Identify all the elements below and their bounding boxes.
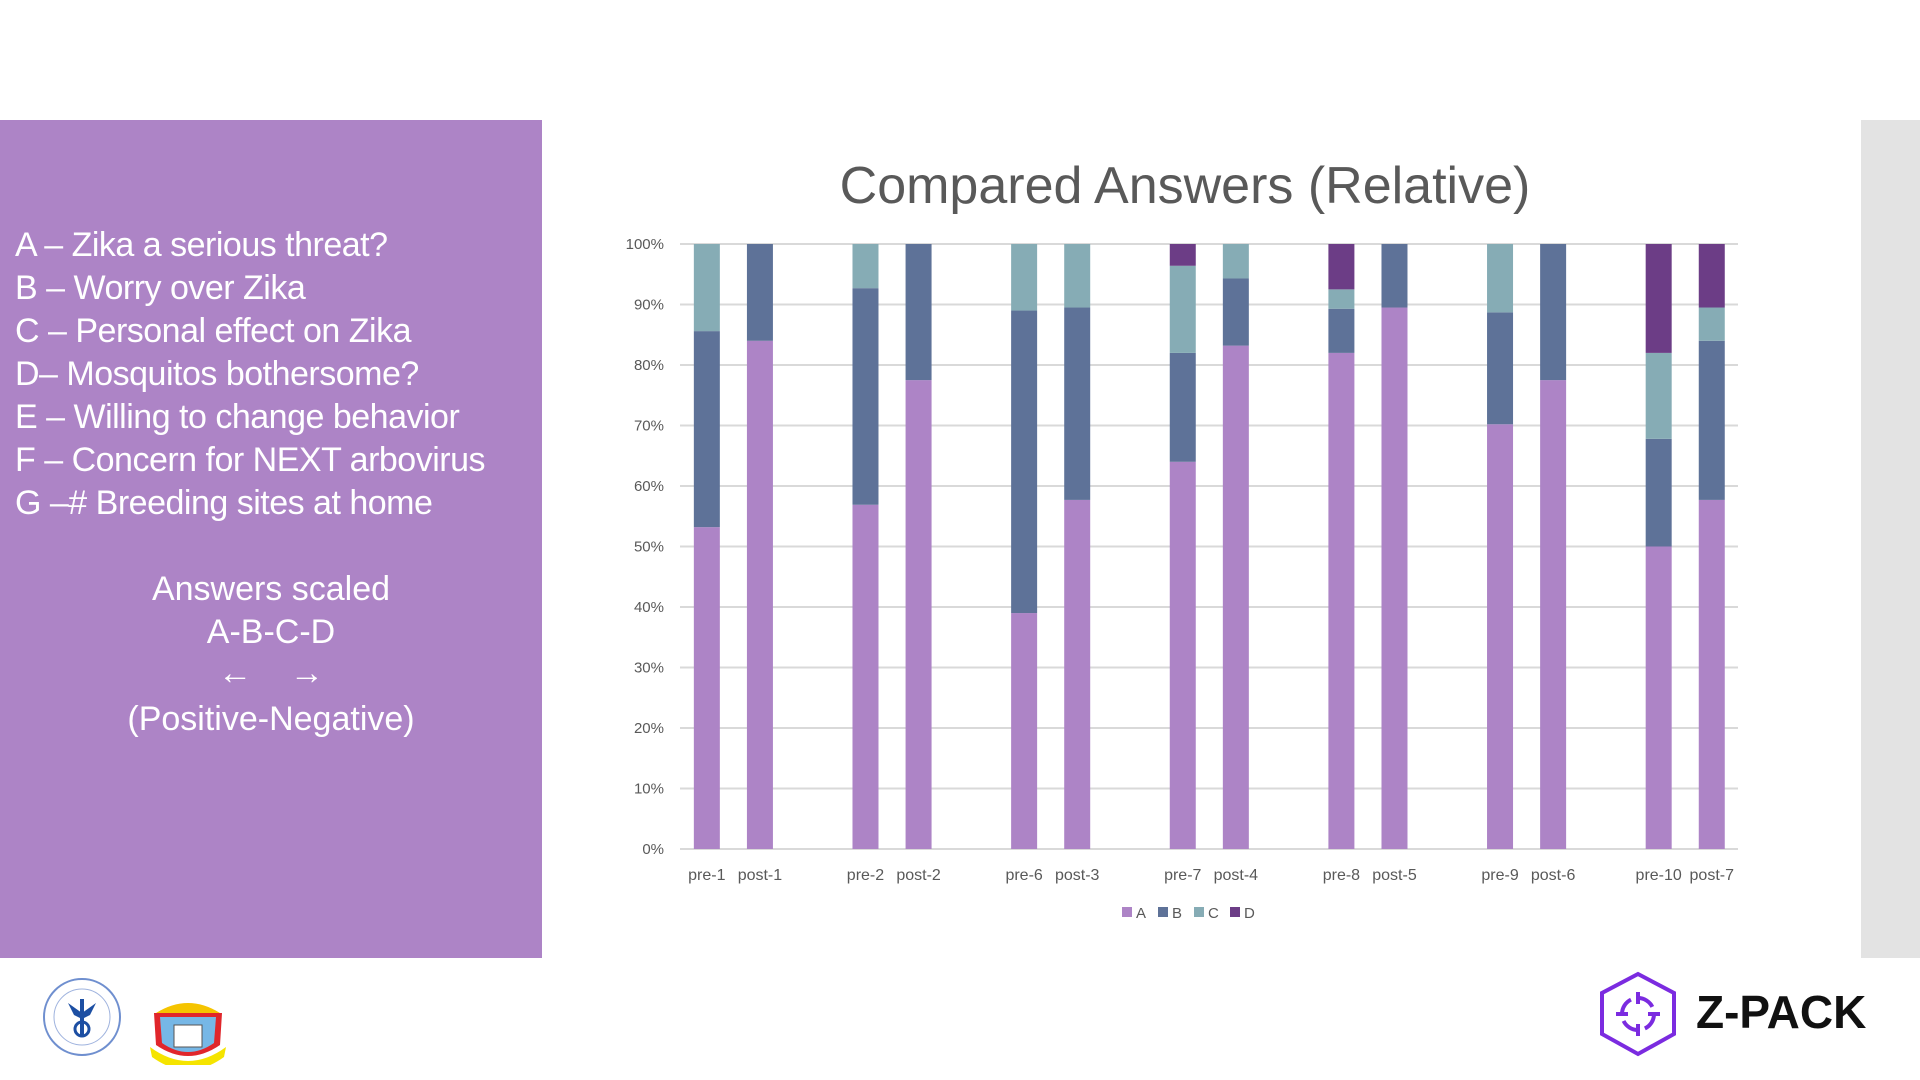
bar-segment-B-post-2: [905, 244, 932, 381]
chart-title: Compared Answers (Relative): [840, 157, 1531, 215]
legend-label: B: [1172, 905, 1182, 922]
scale-letters: A-B-C-D: [206, 613, 336, 651]
x-tick-label: pre-6: [1005, 867, 1042, 884]
y-tick-label: 0%: [642, 841, 664, 858]
bar-segment-D-pre-7: [1169, 244, 1196, 266]
bar-segment-B-pre-8: [1328, 308, 1355, 353]
bar-segment-A-pre-1: [693, 527, 720, 849]
bar-segment-A-pre-7: [1169, 461, 1196, 849]
x-tick-label: post-6: [1531, 867, 1576, 884]
scale-title: Answers scaled: [151, 570, 391, 608]
bar-segment-C-pre-6: [1011, 244, 1038, 311]
bar-segment-A-pre-2: [852, 504, 879, 849]
y-tick-label: 10%: [634, 781, 664, 798]
bar-segment-B-post-7: [1698, 340, 1725, 500]
legend-swatch-B: [1158, 907, 1168, 917]
bar-segment-B-pre-10: [1645, 438, 1672, 547]
bar-segment-C-pre-8: [1328, 289, 1355, 309]
y-tick-label: 20%: [634, 720, 664, 737]
bar-segment-C-pre-10: [1645, 352, 1672, 439]
question-d: D– Mosquitos bothersome?: [15, 355, 419, 393]
bar-segment-A-post-1: [746, 340, 773, 849]
bar-segment-C-pre-9: [1487, 244, 1514, 313]
x-tick-label: pre-1: [688, 867, 725, 884]
legend-label: D: [1244, 905, 1255, 922]
legend-swatch-D: [1230, 907, 1240, 917]
x-tick-label: post-2: [896, 867, 941, 884]
scale-note: (Positive-Negative): [127, 700, 415, 738]
bar-segment-B-post-4: [1222, 278, 1249, 346]
bar-segment-C-pre-2: [852, 244, 879, 289]
bar-segment-C-pre-7: [1169, 265, 1196, 353]
bar-segment-B-post-1: [746, 244, 773, 341]
bar-segment-B-pre-2: [852, 288, 879, 505]
question-f: F – Concern for NEXT arbovirus: [15, 441, 486, 479]
question-a: A – Zika a serious threat?: [15, 226, 388, 264]
x-tick-label: post-1: [738, 867, 783, 884]
bar-segment-C-post-3: [1064, 244, 1091, 308]
bar-segment-A-post-2: [905, 380, 932, 849]
bar-segment-B-pre-9: [1487, 312, 1514, 425]
bar-segment-A-post-5: [1381, 307, 1408, 849]
bar-segment-B-post-3: [1064, 307, 1091, 500]
legend-swatch-A: [1122, 907, 1132, 917]
bar-segment-A-pre-9: [1487, 424, 1514, 849]
x-tick-label: pre-8: [1323, 867, 1360, 884]
legend-panel: A – Zika a serious threat? B – Worry ove…: [0, 120, 542, 958]
x-tick-label: pre-2: [847, 867, 884, 884]
y-tick-label: 60%: [634, 478, 664, 495]
bar-segment-C-pre-1: [693, 244, 720, 332]
bar-segment-A-post-3: [1064, 499, 1091, 849]
bar-segment-A-pre-6: [1011, 613, 1038, 849]
bar-segment-D-pre-8: [1328, 244, 1355, 290]
university-seal-icon: [43, 978, 121, 1056]
crosshair-hexagon-icon: [1600, 971, 1676, 1057]
brand-name: Z-PACK: [1696, 986, 1866, 1038]
bar-segment-B-post-6: [1540, 244, 1567, 381]
bar-segment-C-post-7: [1698, 307, 1725, 341]
y-tick-label: 100%: [626, 236, 664, 253]
question-c: C – Personal effect on Zika: [15, 312, 411, 350]
y-tick-label: 90%: [634, 297, 664, 314]
x-tick-label: pre-7: [1164, 867, 1201, 884]
bar-segment-D-post-7: [1698, 244, 1725, 308]
z-pack-logo: Z-PACK: [1600, 971, 1866, 1057]
partner-logos: [43, 978, 226, 1065]
y-tick-label: 40%: [634, 599, 664, 616]
x-tick-label: post-5: [1372, 867, 1417, 884]
legend-swatch-C: [1194, 907, 1204, 917]
y-tick-label: 30%: [634, 660, 664, 677]
question-g: G –# Breeding sites at home: [15, 484, 433, 522]
bar-segment-A-post-4: [1222, 345, 1249, 849]
y-tick-label: 70%: [634, 418, 664, 435]
x-tick-label: pre-9: [1481, 867, 1518, 884]
bar-segment-A-post-6: [1540, 380, 1567, 849]
scale-arrows-icon: ← →: [218, 654, 324, 692]
bar-segment-A-pre-8: [1328, 352, 1355, 849]
bar-segment-B-pre-6: [1011, 310, 1038, 614]
x-tick-label: post-4: [1214, 867, 1259, 884]
x-tick-label: pre-10: [1636, 867, 1682, 884]
y-tick-label: 50%: [634, 539, 664, 556]
legend-label: C: [1208, 905, 1219, 922]
y-tick-label: 80%: [634, 357, 664, 374]
x-tick-label: post-3: [1055, 867, 1100, 884]
legend-label: A: [1136, 905, 1146, 922]
bar-segment-B-pre-7: [1169, 352, 1196, 462]
bar-segment-A-post-7: [1698, 499, 1725, 849]
bar-segment-C-post-4: [1222, 244, 1249, 279]
bar-segment-A-pre-10: [1645, 546, 1672, 849]
bar-segment-B-pre-1: [693, 331, 720, 528]
side-strip: [1861, 120, 1920, 958]
question-e: E – Willing to change behavior: [15, 398, 460, 436]
bar-segment-D-pre-10: [1645, 244, 1672, 353]
crest-icon: [150, 1003, 226, 1065]
bar-segment-B-post-5: [1381, 244, 1408, 308]
x-tick-label: post-7: [1690, 867, 1735, 884]
question-b: B – Worry over Zika: [15, 269, 306, 307]
